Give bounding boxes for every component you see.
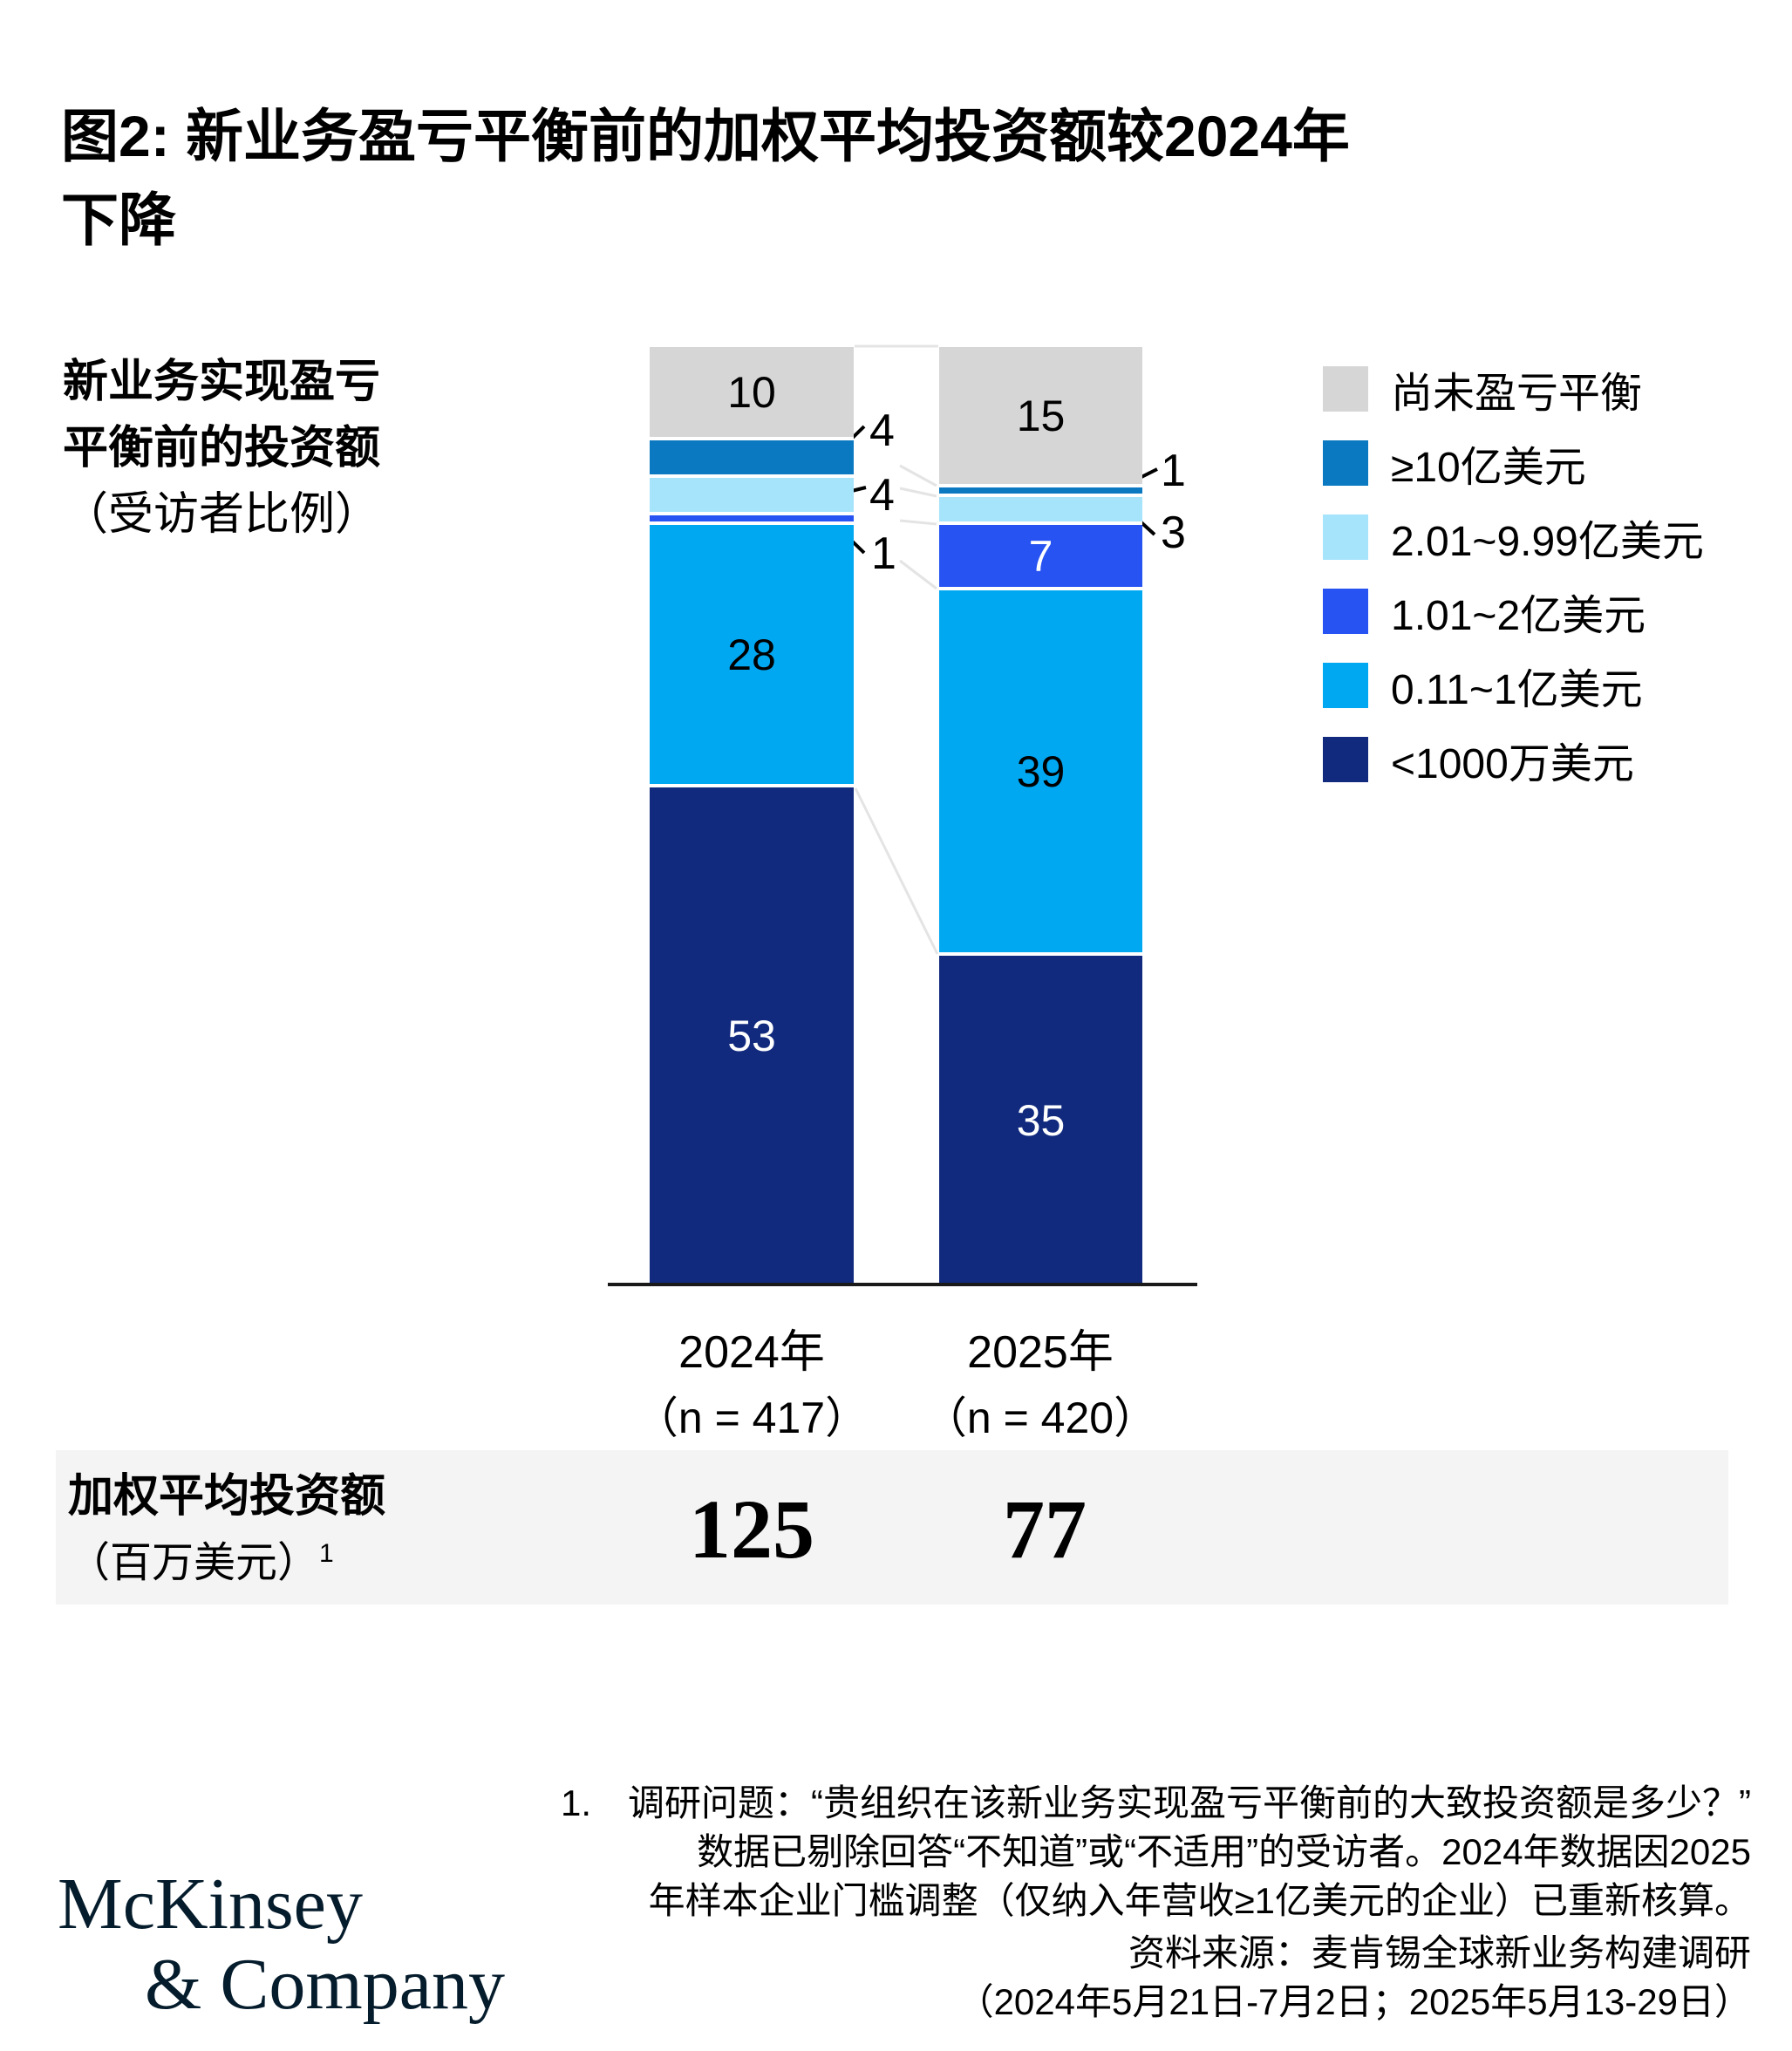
chart-axis-description: 新业务实现盈亏 平衡前的投资额 （受访者比例）	[63, 349, 380, 548]
legend-label: <1000万美元	[1391, 741, 1634, 787]
connector-line-gray-steel	[899, 464, 937, 487]
segment-2024-lt-10m: 53	[650, 787, 854, 1284]
legend-item-not-breakeven: 尚未盈亏平衡	[1323, 366, 1704, 417]
chart-axis-description-line2: 平衡前的投资额	[63, 423, 381, 474]
footnote-line2: 数据已剔除回答“不知道”或“不适用”的受访者。2024年数据因2025	[697, 1831, 1751, 1872]
chart-axis-description-line1: 新业务实现盈亏	[63, 357, 381, 407]
page-title-line1: 图2: 新业务盈亏平衡前的加权平均投资额较2024年	[61, 104, 1350, 168]
legend-swatch-light-cyan	[1323, 514, 1368, 560]
segment-2025-not-breakeven: 15	[939, 347, 1142, 487]
external-label-2025-201-999m: 3	[1161, 508, 1186, 558]
segment-value-label: 35	[1016, 1095, 1066, 1145]
source-line2: （2024年5月21日-7月2日；2025年5月13-29日）	[957, 1981, 1751, 2022]
segment-value-label: 28	[727, 630, 776, 679]
segment-value-label: 39	[1016, 746, 1066, 796]
page-title: 图2: 新业务盈亏平衡前的加权平均投资额较2024年 下降	[61, 94, 1718, 262]
category-label-2025: 2025年	[967, 1327, 1114, 1378]
legend-swatch-sky-blue	[1323, 663, 1368, 708]
bar-2025: 15 7 39 35	[939, 347, 1142, 1284]
external-label-2024-ge-1b: 4	[869, 405, 895, 456]
mckinsey-logo-line1: McKinsey	[58, 1864, 363, 1945]
segment-2025-lt-10m: 35	[939, 956, 1142, 1284]
segment-2024-ge-1b	[650, 440, 854, 478]
sample-size-2024: （n = 417）	[634, 1393, 869, 1442]
legend-label: 2.01~9.99亿美元	[1391, 519, 1704, 565]
segment-2025-11-100m: 39	[939, 590, 1142, 956]
legend-swatch-royal-blue	[1323, 589, 1368, 634]
weighted-average-unit-text: （百万美元）	[68, 1540, 320, 1586]
external-label-2025-ge-1b: 1	[1161, 446, 1186, 496]
weighted-average-value-2024: 125	[689, 1482, 814, 1576]
chart-axis-description-line3: （受访者比例）	[63, 489, 381, 540]
segment-2024-not-breakeven: 10	[650, 347, 854, 440]
segment-2024-101-200m	[650, 515, 854, 525]
footnote: 1. 调研问题：“贵组织在该新业务实现盈亏平衡前的大致投资额是多少？” 数据已剔…	[488, 1779, 1751, 1925]
source-note: 资料来源：麦肯锡全球新业务构建调研 （2024年5月21日-7月2日；2025年…	[488, 1929, 1751, 2027]
x-axis-line	[608, 1283, 1197, 1286]
legend-label: 1.01~2亿美元	[1391, 593, 1646, 639]
legend-label: ≥10亿美元	[1391, 445, 1586, 491]
sample-size-2025: （n = 420）	[923, 1393, 1158, 1442]
weighted-average-unit: （百万美元）1	[68, 1528, 334, 1589]
mckinsey-logo-line2: & Company	[145, 1944, 505, 2025]
segment-2025-101-200m: 7	[939, 525, 1142, 590]
legend-item-201-999m: 2.01~9.99亿美元	[1323, 514, 1704, 565]
footnote-line1: 1. 调研问题：“贵组织在该新业务实现盈亏平衡前的大致投资额是多少？”	[560, 1782, 1751, 1823]
segment-value-label: 10	[727, 367, 776, 417]
mckinsey-logo: McKinsey & Company	[58, 1864, 505, 2025]
weighted-average-title: 加权平均投资额	[68, 1471, 386, 1522]
segment-2024-201-999m	[650, 478, 854, 515]
legend-label: 0.11~1亿美元	[1391, 667, 1643, 713]
connector-line-royal-sky	[899, 559, 937, 590]
external-label-2024-201-999m: 4	[869, 470, 895, 521]
category-label-2024: 2024年	[678, 1327, 825, 1378]
connector-line-sky-navy	[854, 787, 939, 955]
legend-swatch-steel-blue	[1323, 440, 1368, 486]
weighted-average-band	[56, 1450, 1728, 1605]
source-line1: 资料来源：麦肯锡全球新业务构建调研	[1128, 1932, 1751, 1973]
segment-value-label: 53	[727, 1012, 776, 1060]
footnote-line3: 年样本企业门槛调整（仅纳入年营收≥1亿美元的企业）已重新核算。	[648, 1880, 1751, 1921]
legend-item-lt-10m: <1000万美元	[1323, 737, 1704, 787]
legend-label: 尚未盈亏平衡	[1391, 371, 1643, 417]
connector-line-lcyan-royal	[899, 519, 937, 526]
segment-2025-201-999m	[939, 497, 1142, 525]
external-label-2024-101-200m: 1	[871, 528, 896, 579]
page-title-line2: 下降	[61, 187, 176, 252]
legend-item-101-200m: 1.01~2亿美元	[1323, 589, 1704, 639]
bar-2024: 10 28 53	[650, 347, 854, 1284]
legend-item-ge-1b: ≥10亿美元	[1323, 440, 1704, 491]
weighted-average-value-2025: 77	[1003, 1482, 1087, 1576]
segment-2025-ge-1b	[939, 487, 1142, 497]
legend-item-11-100m: 0.11~1亿美元	[1323, 663, 1704, 713]
footnote-marker: 1	[319, 1539, 334, 1568]
connector-line-steel-lcyan	[899, 487, 937, 498]
segment-value-label: 15	[1016, 391, 1066, 440]
segment-value-label: 7	[1028, 531, 1053, 581]
legend: 尚未盈亏平衡 ≥10亿美元 2.01~9.99亿美元 1.01~2亿美元 0.1…	[1323, 366, 1704, 811]
segment-2024-11-100m: 28	[650, 525, 854, 787]
legend-swatch-navy	[1323, 737, 1368, 782]
legend-swatch-gray	[1323, 366, 1368, 412]
